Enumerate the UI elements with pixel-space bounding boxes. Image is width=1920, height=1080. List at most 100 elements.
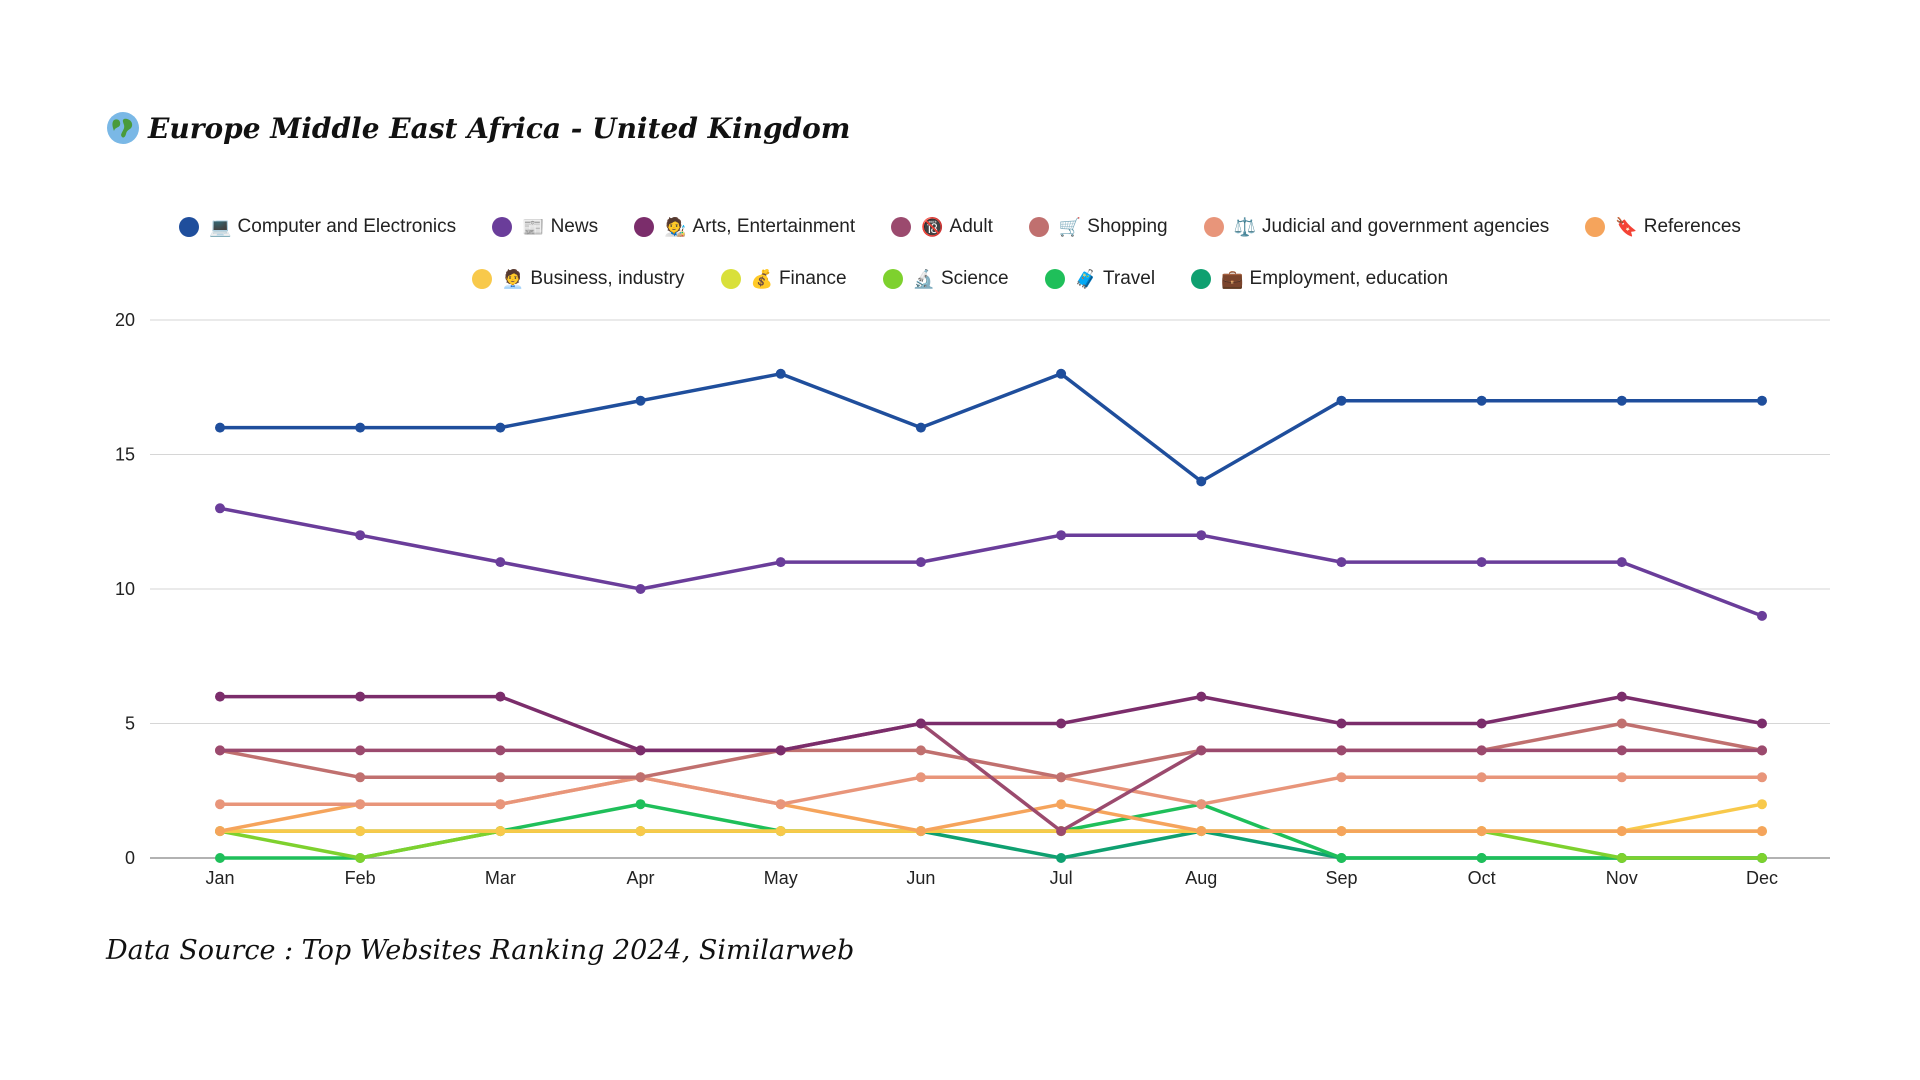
data-point — [1336, 557, 1347, 568]
legend-item[interactable]: 💻 Computer and Electronics — [179, 212, 456, 242]
data-point — [1196, 799, 1207, 810]
legend-label: Judicial and government agencies — [1262, 216, 1550, 237]
legend-label: Employment, education — [1249, 268, 1449, 289]
legend-item[interactable]: 🧳 Travel — [1044, 264, 1155, 294]
data-point — [1757, 826, 1767, 837]
legend-item[interactable]: 📰 News — [492, 212, 598, 242]
x-tick-label: Jun — [906, 868, 935, 888]
data-point — [495, 745, 506, 756]
legend-item[interactable]: ⚖️ Judicial and government agencies — [1203, 212, 1550, 242]
data-point — [1757, 745, 1767, 756]
legend-emoji-icon: 🧑‍💼 — [501, 268, 525, 289]
data-point — [495, 799, 506, 810]
legend-swatch — [1585, 217, 1606, 237]
data-point — [355, 691, 366, 702]
data-point — [635, 395, 646, 406]
legend-item[interactable]: 💼 Employment, education — [1191, 264, 1448, 294]
data-point — [775, 557, 786, 568]
legend-item[interactable]: 💰 Finance — [720, 264, 847, 294]
data-point — [1616, 718, 1627, 729]
y-tick-label: 0 — [125, 848, 135, 868]
legend-swatch — [471, 269, 492, 289]
legend-item[interactable]: 🧑‍💼 Business, industry — [471, 264, 685, 294]
data-point — [215, 745, 225, 756]
legend-label: References — [1643, 216, 1741, 237]
data-point — [215, 422, 225, 433]
data-point — [215, 691, 225, 702]
legend-item[interactable]: 🔬 Science — [882, 264, 1009, 294]
data-point — [355, 826, 366, 837]
data-point — [1196, 745, 1207, 756]
data-point — [1476, 772, 1487, 783]
data-point — [1336, 826, 1347, 837]
data-point — [1056, 826, 1067, 837]
series-line — [218, 721, 1764, 833]
data-point — [1757, 799, 1767, 810]
data-point — [495, 422, 506, 433]
x-tick-label: May — [764, 868, 798, 888]
data-point — [775, 826, 786, 837]
data-point — [1336, 718, 1347, 729]
legend-item[interactable]: 🛒 Shopping — [1028, 212, 1168, 242]
data-point — [1476, 853, 1487, 863]
data-point — [1196, 691, 1207, 702]
legend-swatch — [634, 217, 655, 237]
data-point — [915, 745, 926, 756]
series-line — [218, 829, 1764, 860]
legend-emoji-icon: 💻 — [209, 216, 232, 237]
data-point — [1196, 530, 1207, 541]
data-point — [915, 772, 926, 783]
data-point — [775, 368, 786, 379]
legend-swatch — [179, 217, 200, 237]
legend-item[interactable]: 🧑‍🎨 Arts, Entertainment — [634, 212, 855, 242]
data-point — [355, 799, 366, 810]
data-point — [635, 772, 646, 783]
x-tick-label: Oct — [1468, 868, 1496, 888]
legend: 💻 Computer and Electronics 📰 News 🧑‍🎨 Arts, E… — [100, 212, 1820, 294]
legend-emoji-icon: 💰 — [750, 268, 773, 289]
data-point — [1336, 395, 1347, 406]
data-point — [1196, 476, 1207, 487]
data-point — [215, 826, 225, 837]
data-point — [1056, 799, 1067, 810]
data-point — [1616, 395, 1627, 406]
legend-item[interactable]: 🔞 Adult — [891, 212, 993, 242]
legend-label: Finance — [778, 268, 847, 289]
x-tick-label: Sep — [1325, 868, 1357, 888]
legend-swatch — [1044, 269, 1065, 289]
data-point — [1476, 557, 1487, 568]
globe-icon — [107, 112, 139, 144]
data-point — [355, 853, 366, 863]
y-tick-label: 5 — [125, 714, 135, 734]
x-tick-label: Dec — [1746, 868, 1778, 888]
data-point — [775, 799, 786, 810]
data-point — [1757, 718, 1767, 729]
x-tick-label: Nov — [1606, 868, 1638, 888]
legend-swatch — [891, 217, 912, 237]
data-point — [495, 772, 506, 783]
data-point — [1336, 772, 1347, 783]
data-point — [635, 826, 646, 837]
legend-label: News — [550, 216, 599, 237]
series-line — [218, 694, 1764, 753]
data-point — [215, 503, 225, 514]
data-point — [1616, 853, 1627, 863]
y-tick-label: 10 — [115, 579, 135, 599]
data-point — [355, 772, 366, 783]
data-point — [495, 691, 506, 702]
data-point — [495, 826, 506, 837]
data-point — [215, 799, 225, 810]
data-point — [1056, 772, 1067, 783]
legend-emoji-icon: 🔬 — [912, 268, 935, 289]
legend-label: Adult — [949, 216, 993, 237]
data-point — [915, 422, 926, 433]
series-line — [218, 372, 1764, 484]
series-line — [218, 721, 1764, 780]
data-point — [1336, 745, 1347, 756]
data-point — [1616, 826, 1627, 837]
data-point — [915, 718, 926, 729]
legend-label: Business, industry — [530, 268, 685, 289]
data-point — [1616, 557, 1627, 568]
legend-item[interactable]: 🔖 References — [1585, 212, 1741, 242]
legend-swatch — [1191, 269, 1212, 289]
